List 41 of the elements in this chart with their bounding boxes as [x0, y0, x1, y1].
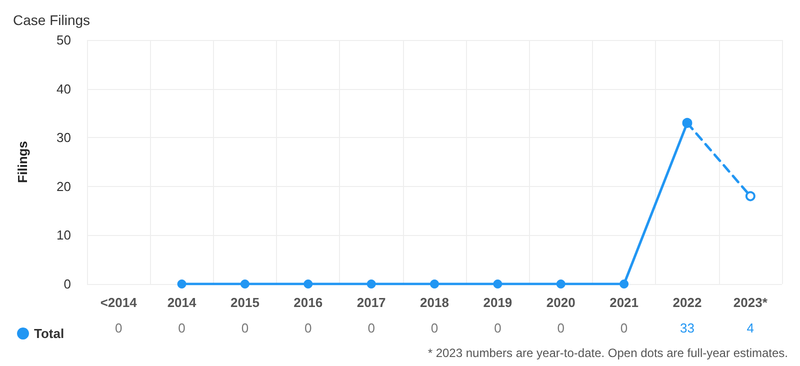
point [177, 280, 186, 288]
x-tick-label: 2015 [230, 295, 260, 310]
y-tick-label: 10 [56, 228, 71, 243]
data-label: 0 [178, 320, 186, 336]
y-tick-label: 30 [56, 130, 71, 146]
x-tick-label: 2017 [356, 295, 386, 310]
point [556, 280, 566, 288]
y-tick-label: 40 [56, 81, 71, 96]
point [304, 280, 313, 288]
point [745, 191, 756, 202]
data-label: 0 [304, 320, 312, 336]
x-tick-label: <2014 [100, 295, 138, 310]
point [493, 280, 502, 288]
data-label: 0 [620, 320, 628, 336]
text: 4 [746, 320, 754, 336]
legend-label: Total [34, 326, 64, 341]
y-tick-label: 0 [64, 276, 71, 292]
x-tick-label: 2018 [420, 295, 449, 310]
point [430, 280, 439, 288]
text: * 2023 numbers are year-to-date. Open dots are full-year estimates. [428, 346, 788, 360]
x-tick-label: 2021 [610, 295, 639, 310]
x-tick-label: 2019 [483, 295, 512, 310]
point [240, 280, 250, 288]
data-label: 33 [680, 320, 694, 336]
x-tick-label: 2023* [733, 295, 768, 310]
text: 0 [114, 320, 122, 336]
data-label: 0 [241, 320, 249, 336]
x-tick-label: 2016 [294, 295, 323, 310]
data-label: 0 [494, 320, 502, 336]
chart-title: Case Filings [13, 12, 90, 28]
data-label: 0 [557, 320, 564, 336]
x-tick-label: 2020 [546, 295, 576, 310]
x-tick-label: 2014 [167, 295, 197, 310]
y-axis-title: Filings [15, 141, 30, 183]
x-tick-label: 2022 [672, 295, 702, 310]
point [620, 280, 629, 288]
point [366, 280, 376, 288]
y-tick-label: 50 [56, 32, 71, 48]
data-label: 0 [368, 320, 375, 336]
y-tick-label: 20 [56, 178, 71, 194]
data-label: 0 [430, 320, 438, 336]
